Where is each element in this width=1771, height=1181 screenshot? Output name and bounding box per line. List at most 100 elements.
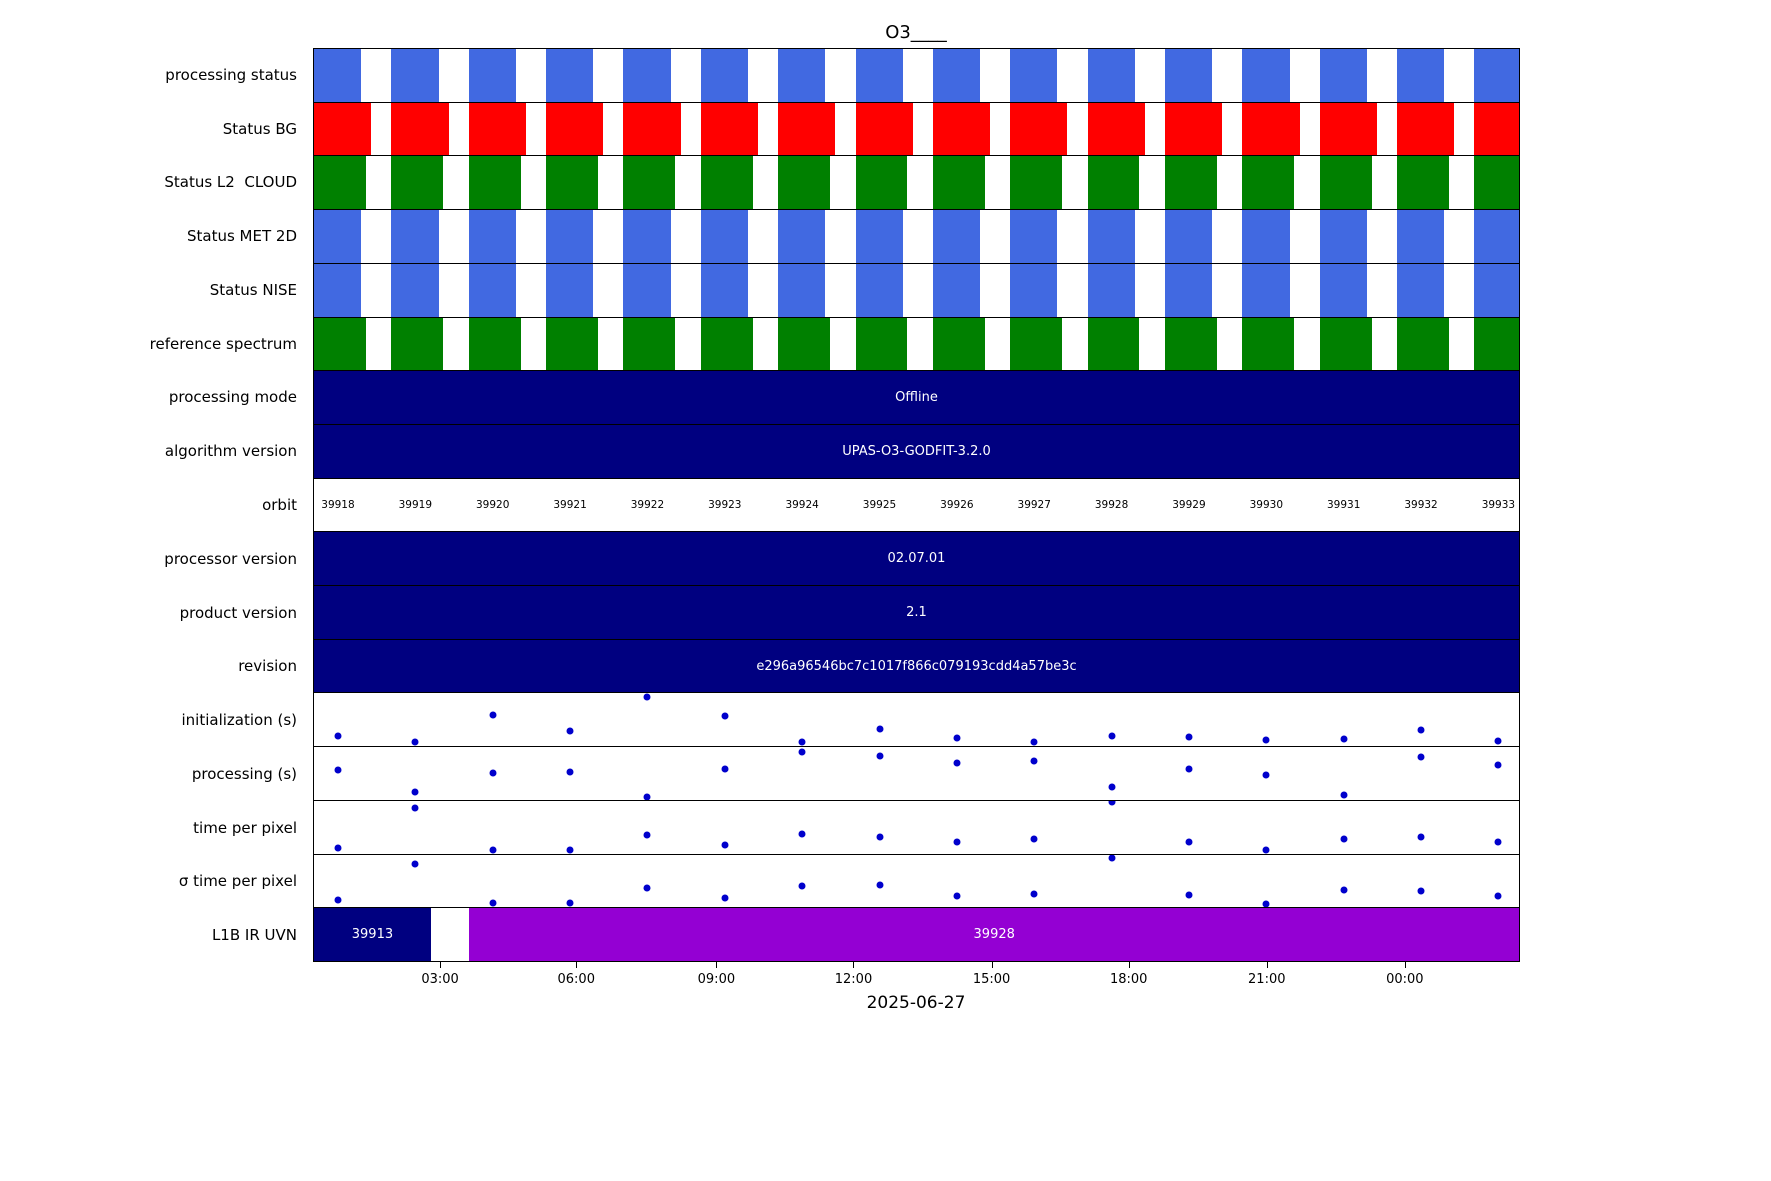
status-block — [1010, 156, 1063, 210]
scatter-point — [1262, 736, 1270, 744]
row-label-l1b-ir-uvn: L1B IR UVN — [211, 926, 297, 945]
row-label-status-l2-cloud: Status L2 CLOUD — [164, 173, 297, 192]
scatter-point — [643, 693, 651, 701]
status-block — [546, 263, 594, 317]
status-block — [1087, 102, 1145, 156]
x-tick-label: 12:00 — [834, 972, 873, 987]
scatter-point — [1185, 765, 1193, 773]
status-block — [700, 317, 753, 371]
x-tick-mark — [1404, 962, 1406, 968]
status-block — [314, 263, 362, 317]
status-block — [700, 263, 748, 317]
scatter-point — [1108, 732, 1116, 740]
orbit-number-label: 39929 — [1172, 498, 1206, 511]
x-tick-mark — [1266, 962, 1268, 968]
scatter-point — [1030, 738, 1038, 746]
x-tick-mark — [716, 962, 718, 968]
scatter-point — [953, 838, 961, 846]
row-status-l2-cloud — [314, 156, 1519, 211]
product-version-value-bar: 2.1 — [314, 586, 1519, 639]
scatter-point — [1494, 761, 1502, 769]
scatter-point — [489, 711, 497, 719]
orbit-number-label: 39928 — [1094, 498, 1129, 511]
status-block — [855, 263, 903, 317]
status-block — [1474, 102, 1519, 156]
status-block — [1242, 210, 1290, 263]
status-block — [1319, 102, 1377, 156]
x-tick-mark — [440, 962, 442, 968]
status-block — [1397, 49, 1445, 102]
x-axis: 03:00 06:00 09:00 12:00 15:00 18:00 21:00 00:00 — [313, 962, 1520, 994]
status-block — [1164, 102, 1223, 156]
status-block — [1164, 263, 1213, 317]
status-block — [1010, 317, 1063, 371]
status-block — [623, 317, 676, 371]
scatter-point — [1262, 900, 1270, 908]
row-algorithm-version: UPAS-O3-GODFIT-3.2.0 — [314, 424, 1519, 479]
scatter-point — [334, 844, 342, 852]
status-block — [700, 210, 748, 263]
row-label-status-bg: Status BG — [222, 119, 297, 138]
scatter-point — [566, 727, 574, 735]
scatter-point — [1494, 737, 1502, 745]
row-processing-mode: Offline — [314, 371, 1519, 425]
status-block — [468, 156, 521, 210]
status-block — [1319, 263, 1367, 317]
status-block — [1397, 317, 1449, 371]
status-block — [468, 210, 516, 263]
status-block — [1242, 102, 1300, 156]
row-label-processing-mode: processing mode — [168, 388, 297, 407]
scatter-point — [566, 846, 574, 854]
status-block — [623, 210, 671, 263]
status-block — [1242, 49, 1290, 102]
status-block — [932, 210, 981, 263]
scatter-point — [334, 766, 342, 774]
status-block — [1242, 317, 1295, 371]
scatter-point — [876, 881, 883, 889]
status-block — [1087, 317, 1140, 371]
scatter-point — [953, 734, 961, 742]
row-label-time-per-pixel: time per pixel — [193, 818, 297, 837]
scatter-point — [1417, 726, 1425, 734]
plot-area: Offline UPAS-O3-GODFIT-3.2.0 39918 39919 399… — [313, 48, 1520, 962]
row-label-orbit: orbit — [262, 496, 297, 514]
scatter-point — [876, 833, 883, 841]
row-time-per-pixel — [314, 800, 1519, 855]
status-block — [391, 317, 444, 371]
status-block — [778, 210, 826, 263]
x-tick-label: 09:00 — [697, 972, 736, 987]
status-block — [1164, 49, 1213, 102]
status-block — [1397, 210, 1445, 263]
status-block — [314, 156, 366, 210]
row-label-status-met-2d: Status MET 2D — [186, 227, 297, 246]
orbit-number-label: 39931 — [1326, 498, 1361, 511]
status-block — [546, 49, 594, 102]
status-block — [1164, 210, 1213, 263]
scatter-point — [1262, 846, 1270, 854]
row-label-algorithm-version: algorithm version — [164, 442, 297, 461]
status-block — [700, 49, 748, 102]
status-block — [778, 317, 830, 371]
status-block — [700, 102, 759, 156]
row-label-processor-version: processor version — [164, 549, 297, 568]
scatter-point — [1185, 733, 1193, 741]
scatter-point — [1108, 854, 1116, 862]
status-block — [1474, 49, 1519, 102]
scatter-point — [489, 769, 497, 777]
x-tick-mark — [1128, 962, 1130, 968]
status-block — [1242, 156, 1295, 210]
scatter-point — [1340, 791, 1348, 799]
scatter-point — [721, 894, 729, 902]
status-block — [855, 210, 903, 263]
scatter-point — [411, 738, 419, 746]
status-block — [391, 156, 444, 210]
status-block — [1474, 263, 1519, 317]
scatter-point — [953, 892, 961, 900]
y-axis-labels: processing status Status BG Status L2 CLOU… — [0, 48, 305, 962]
orbit-number-label: 39922 — [630, 498, 665, 511]
scatter-point — [876, 725, 883, 733]
scatter-point — [798, 748, 806, 756]
status-block — [623, 156, 676, 210]
scatter-point — [1494, 838, 1502, 846]
processing-mode-value-bar: Offline — [314, 371, 1519, 424]
